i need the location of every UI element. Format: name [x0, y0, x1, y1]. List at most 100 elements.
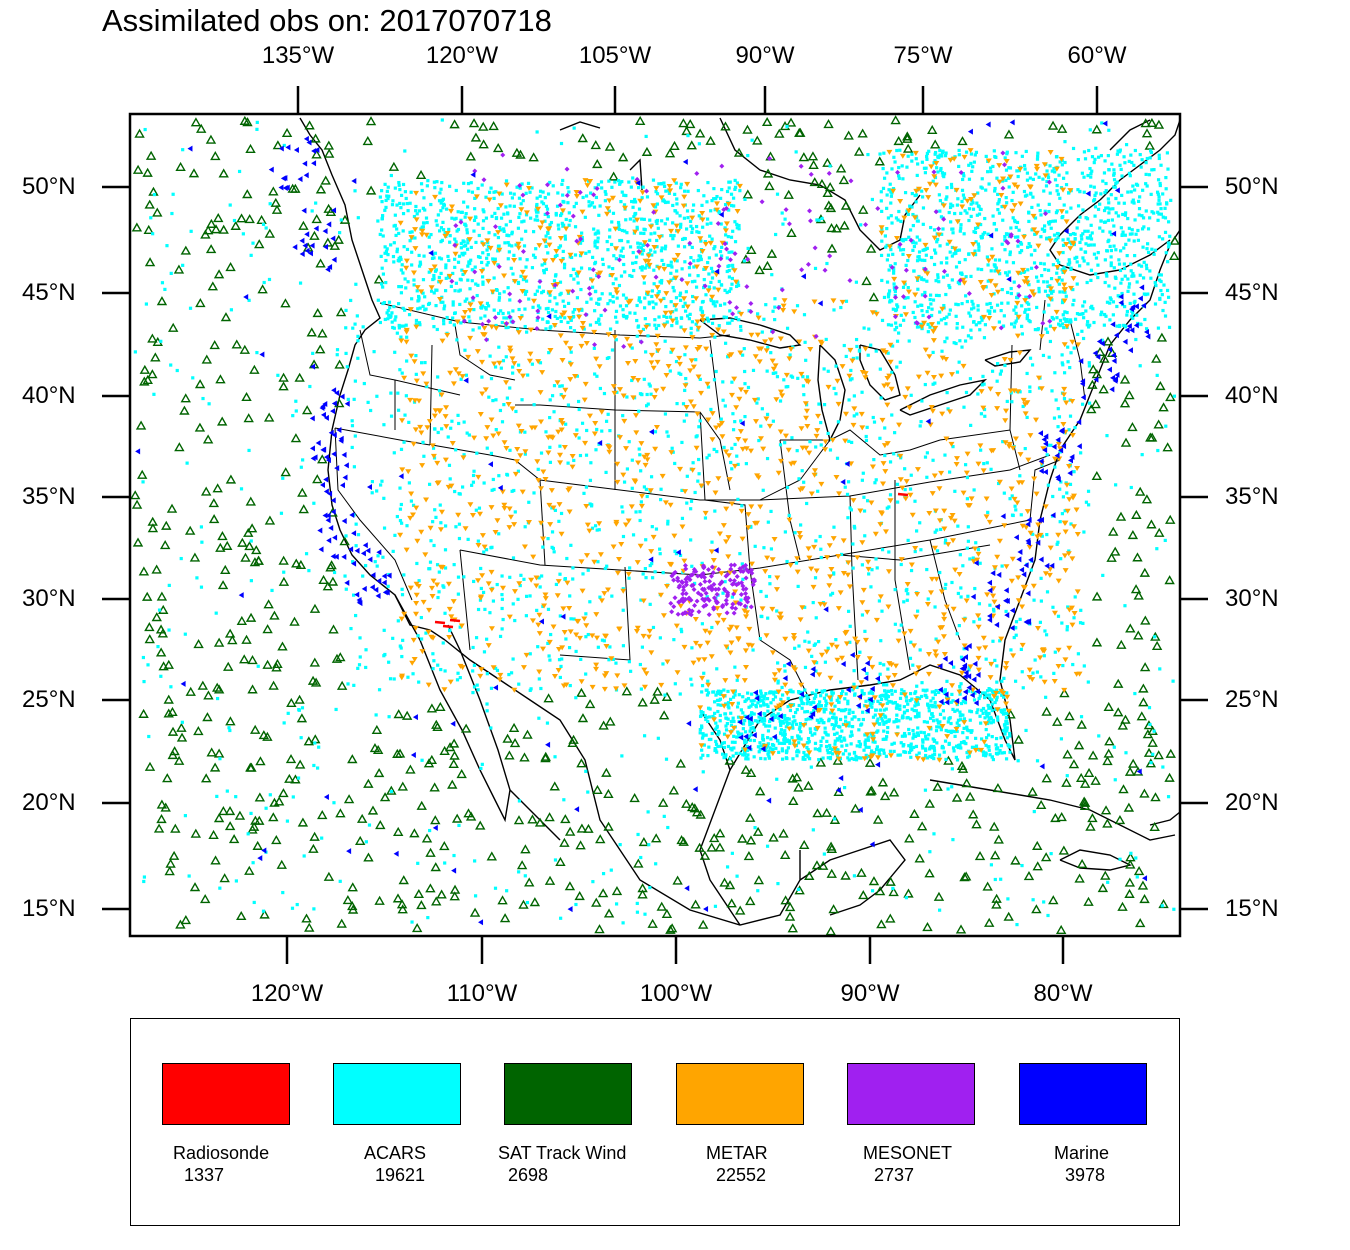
sat-track-wind-obs: [268, 186, 279, 196]
acars-obs: [481, 275, 485, 279]
acars-obs: [910, 152, 914, 156]
acars-obs: [928, 747, 932, 751]
acars-obs: [401, 211, 406, 216]
acars-obs: [1015, 296, 1020, 300]
acars-obs: [719, 744, 723, 748]
acars-obs: [427, 301, 432, 306]
acars-obs: [1002, 723, 1007, 727]
sat-track-wind-obs: [829, 814, 841, 824]
acars-obs: [1006, 301, 1010, 305]
acars-obs: [902, 705, 906, 709]
acars-obs: [1060, 621, 1064, 625]
acars-obs: [965, 736, 969, 740]
acars-obs: [973, 153, 977, 157]
acars-obs: [698, 377, 702, 381]
acars-obs: [664, 304, 668, 309]
acars-obs: [462, 244, 466, 248]
sat-track-wind-obs: [1102, 756, 1113, 766]
sat-track-wind-obs: [678, 836, 689, 846]
acars-obs: [827, 717, 831, 721]
sat-track-wind-obs: [320, 175, 331, 185]
acars-obs: [550, 530, 555, 534]
acars-obs: [529, 216, 533, 220]
acars-obs: [783, 713, 787, 718]
sat-track-wind-obs: [1115, 511, 1127, 521]
acars-obs: [421, 304, 425, 308]
acars-obs: [525, 330, 529, 334]
acars-obs: [703, 240, 707, 244]
acars-obs: [967, 668, 971, 672]
acars-obs: [990, 702, 994, 706]
acars-obs: [565, 556, 569, 561]
acars-obs: [402, 245, 406, 249]
acars-obs: [561, 224, 565, 228]
acars-obs: [528, 594, 532, 598]
acars-obs: [461, 485, 465, 489]
acars-obs: [568, 218, 572, 223]
acars-obs: [984, 752, 988, 756]
acars-obs: [803, 688, 807, 692]
acars-obs: [914, 200, 918, 204]
acars-obs: [965, 725, 969, 729]
acars-obs: [405, 247, 410, 252]
acars-obs: [1028, 385, 1032, 389]
acars-obs: [466, 537, 470, 541]
sat-track-wind-obs: [785, 117, 797, 127]
acars-obs: [449, 284, 453, 289]
acars-obs: [599, 313, 603, 318]
acars-obs: [783, 729, 787, 733]
acars-obs: [979, 412, 984, 416]
acars-obs: [644, 404, 649, 408]
acars-obs: [988, 696, 992, 700]
acars-obs: [1066, 345, 1070, 349]
acars-obs: [442, 585, 446, 589]
acars-obs: [811, 600, 815, 605]
acars-obs: [387, 313, 391, 317]
acars-obs: [432, 659, 436, 663]
acars-obs: [596, 236, 600, 240]
acars-obs: [496, 235, 501, 240]
sat-track-wind-obs: [1086, 404, 1097, 414]
acars-obs: [704, 293, 708, 297]
acars-obs: [623, 229, 627, 233]
acars-obs: [945, 261, 949, 265]
acars-obs: [398, 368, 402, 372]
acars-obs: [909, 742, 913, 746]
acars-obs: [999, 708, 1003, 712]
right-axis-label-45n: 45°N: [1225, 279, 1279, 306]
acars-obs: [555, 204, 560, 208]
acars-obs: [700, 300, 705, 304]
acars-obs: [499, 216, 504, 220]
acars-obs: [1000, 679, 1004, 683]
acars-obs: [897, 174, 901, 178]
acars-obs: [462, 420, 466, 424]
acars-obs: [890, 742, 894, 746]
acars-obs: [906, 285, 910, 290]
sat-track-wind-obs: [449, 119, 460, 129]
acars-obs: [1126, 190, 1130, 194]
acars-obs: [493, 211, 497, 215]
acars-obs: [937, 725, 941, 729]
sat-track-wind-obs: [318, 574, 329, 585]
sat-track-wind-obs: [695, 809, 706, 819]
acars-obs: [901, 238, 906, 242]
acars-obs: [710, 199, 714, 203]
acars-obs: [925, 279, 929, 283]
acars-obs: [886, 689, 890, 693]
acars-obs: [885, 701, 889, 705]
acars-obs: [1163, 314, 1168, 318]
acars-obs: [747, 734, 751, 738]
acars-obs: [432, 325, 436, 329]
sat-track-wind-obs: [263, 599, 274, 609]
sat-track-wind-obs: [264, 515, 276, 525]
acars-obs: [714, 739, 718, 744]
sat-track-wind-obs: [194, 379, 206, 389]
acars-obs: [705, 316, 709, 320]
acars-obs: [637, 207, 642, 211]
acars-obs: [1068, 261, 1072, 265]
acars-obs: [848, 640, 852, 644]
acars-obs: [408, 239, 412, 243]
acars-obs: [493, 365, 498, 369]
sat-track-wind-obs: [864, 757, 876, 767]
acars-obs: [1030, 228, 1034, 232]
